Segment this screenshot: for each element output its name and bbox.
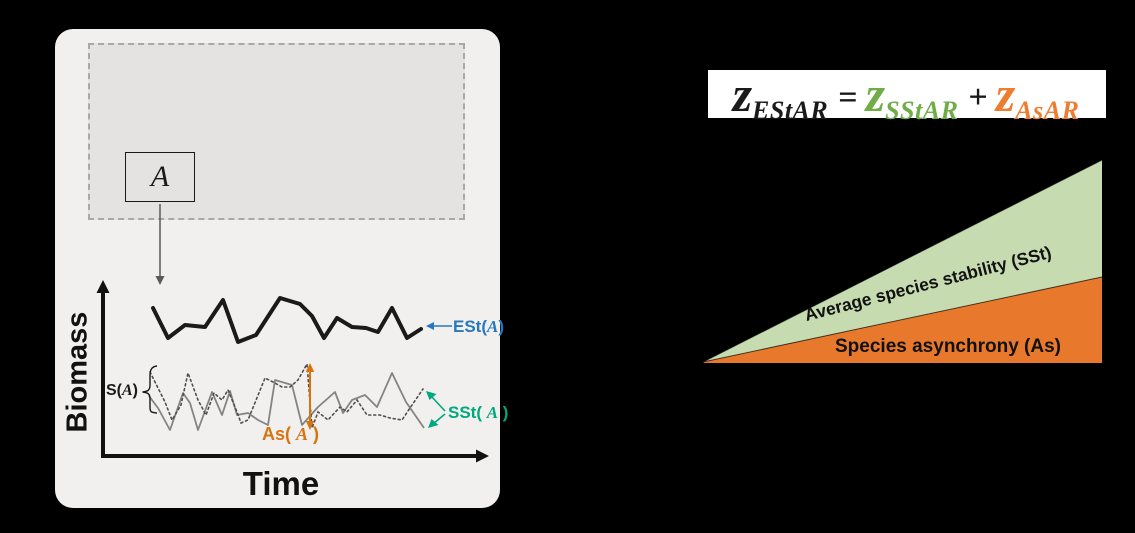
community-box: A [125, 152, 195, 202]
equals-sign: = [838, 79, 858, 116]
ecosystem-biomass-line [151, 296, 423, 344]
s-brace [142, 365, 158, 414]
as-annotation-prefix: As( [262, 424, 297, 444]
sst-annotation-suffix: ) [498, 403, 509, 422]
landscape-region-box [88, 43, 465, 220]
est-annotation: ESt(A) [453, 318, 504, 335]
eq-sstar-base: z [865, 66, 886, 122]
sst-arrowhead-upper [426, 391, 437, 400]
s-annotation-suffix: ) [132, 382, 138, 399]
species1-line [148, 372, 425, 431]
plus-sign: + [968, 79, 988, 116]
est-annotation-suffix: ) [498, 317, 505, 336]
sst-arrow-upper [430, 395, 446, 412]
as-arrowhead-top [305, 363, 315, 372]
orange-region-label: Species asynchrony (As) [835, 336, 1061, 357]
triangle-hypotenuse-edge [702, 159, 1103, 363]
eq-asar-base: z [995, 66, 1016, 122]
x-axis-label: Time [242, 465, 320, 502]
eq-lhs-sub: EStAR [752, 96, 829, 125]
s-annotation-prefix: S( [106, 382, 122, 399]
equation-box: z EStAR = z SStAR + z AsAR [708, 66, 1106, 125]
community-box-label: A [150, 160, 170, 193]
eq-sstar-sub: SStAR [885, 96, 959, 125]
as-arrowhead-bottom [305, 421, 315, 430]
as-annotation-var: A [296, 424, 309, 444]
sst-annotation-var: A [486, 403, 499, 422]
est-annotation-prefix: ESt( [453, 317, 487, 336]
sst-annotation: SSt( A ) [448, 404, 508, 421]
y-axis-label: Biomass [61, 311, 94, 433]
species2-line [149, 361, 424, 429]
as-annotation: As( A ) [262, 425, 319, 443]
triangle-split-edge [702, 276, 1103, 363]
s-annotation: S(A) [106, 383, 138, 399]
est-annotation-var: A [487, 317, 499, 336]
as-annotation-suffix: ) [308, 424, 320, 444]
community-to-plot-arrowhead [155, 276, 165, 285]
y-axis-arrowhead [96, 280, 110, 293]
x-axis-arrowhead [476, 449, 489, 463]
sst-annotation-prefix: SSt( [448, 403, 487, 422]
eq-lhs-base: z [732, 66, 753, 122]
sst-arrowhead-lower [428, 419, 439, 428]
est-arrowhead [426, 322, 434, 330]
s-annotation-var: A [122, 382, 133, 399]
eq-asar-sub: AsAR [1015, 96, 1080, 125]
